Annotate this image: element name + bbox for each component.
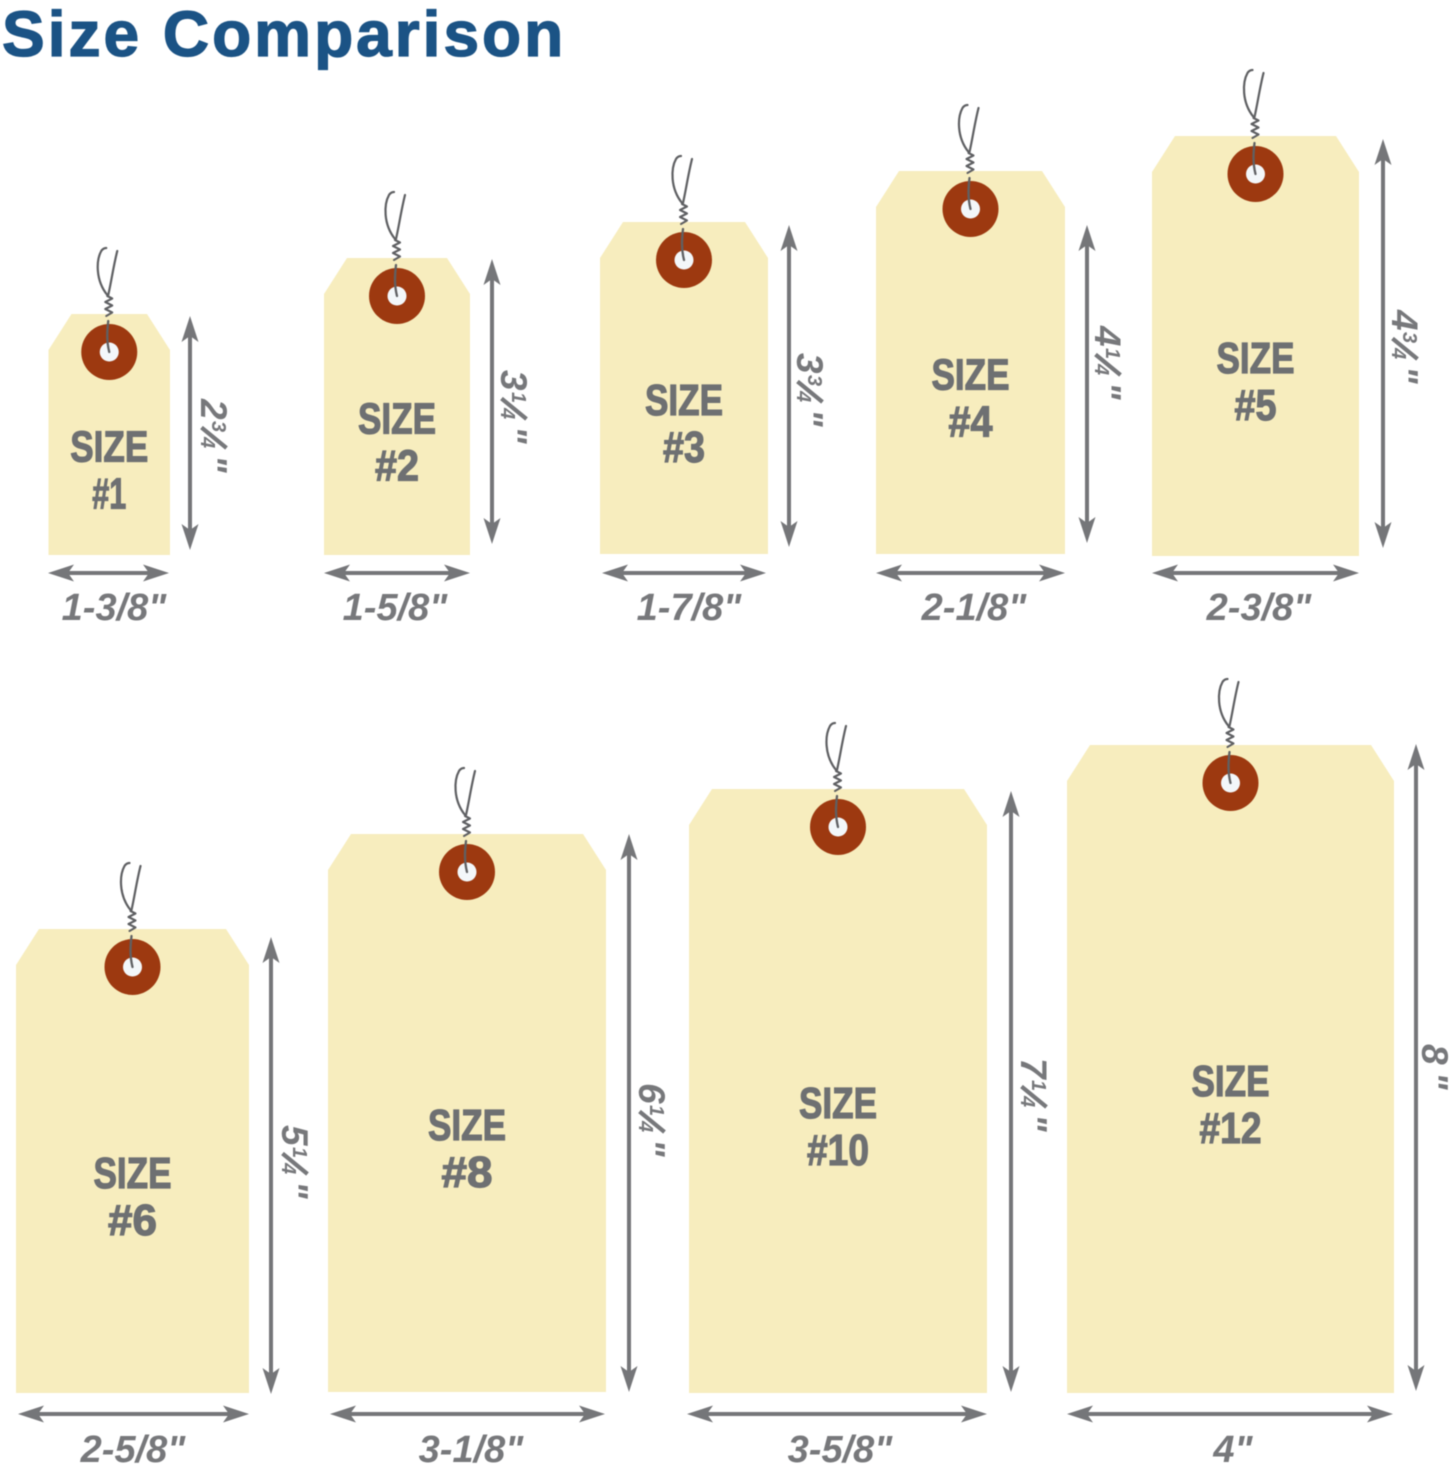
svg-text:#5: #5 bbox=[1235, 381, 1277, 430]
svg-text:SIZE: SIZE bbox=[70, 423, 148, 472]
svg-text:1-5/8": 1-5/8" bbox=[343, 587, 449, 629]
svg-text:3: 3 bbox=[207, 421, 229, 432]
svg-text:5: 5 bbox=[274, 1125, 315, 1147]
svg-text:7: 7 bbox=[1013, 1058, 1054, 1081]
svg-text:SIZE: SIZE bbox=[358, 395, 436, 444]
svg-text:1-3/8": 1-3/8" bbox=[62, 587, 168, 629]
svg-text:SIZE: SIZE bbox=[94, 1149, 172, 1198]
svg-text:3: 3 bbox=[803, 375, 825, 386]
svg-text:": " bbox=[631, 1139, 672, 1157]
svg-text:#2: #2 bbox=[375, 442, 419, 491]
svg-text:2-1/8": 2-1/8" bbox=[921, 587, 1028, 629]
svg-text:SIZE: SIZE bbox=[645, 376, 723, 425]
svg-text:SIZE: SIZE bbox=[1192, 1057, 1270, 1106]
svg-text:": " bbox=[193, 455, 234, 473]
svg-text:1-7/8": 1-7/8" bbox=[637, 587, 743, 629]
svg-text:#10: #10 bbox=[807, 1126, 869, 1175]
svg-text:": " bbox=[1414, 1072, 1455, 1090]
svg-text:4: 4 bbox=[1384, 309, 1425, 331]
svg-text:2-3/8": 2-3/8" bbox=[1206, 587, 1313, 629]
svg-text:": " bbox=[493, 426, 534, 444]
svg-text:3: 3 bbox=[493, 370, 534, 391]
svg-text:4: 4 bbox=[1090, 363, 1112, 375]
svg-text:#3: #3 bbox=[663, 423, 705, 472]
svg-text:2: 2 bbox=[193, 398, 234, 420]
svg-text:4: 4 bbox=[196, 436, 218, 448]
svg-text:4: 4 bbox=[792, 390, 814, 402]
svg-text:1: 1 bbox=[507, 392, 529, 403]
svg-text:6: 6 bbox=[631, 1083, 672, 1104]
svg-text:1: 1 bbox=[288, 1147, 310, 1158]
svg-text:3: 3 bbox=[789, 353, 830, 374]
svg-text:": " bbox=[1013, 1114, 1054, 1132]
svg-text:2-5/8": 2-5/8" bbox=[80, 1429, 187, 1466]
svg-text:SIZE: SIZE bbox=[799, 1079, 877, 1128]
svg-text:SIZE: SIZE bbox=[932, 351, 1010, 400]
svg-text:4: 4 bbox=[634, 1120, 656, 1132]
svg-text:1: 1 bbox=[1101, 348, 1123, 359]
svg-text:4: 4 bbox=[277, 1162, 299, 1174]
svg-text:Size Comparison: Size Comparison bbox=[2, 0, 566, 70]
svg-text:#8: #8 bbox=[442, 1148, 493, 1197]
svg-text:4: 4 bbox=[1016, 1095, 1038, 1107]
svg-text:#1: #1 bbox=[92, 470, 126, 519]
svg-text:3-5/8": 3-5/8" bbox=[788, 1429, 894, 1466]
svg-text:#6: #6 bbox=[108, 1196, 157, 1245]
svg-text:3: 3 bbox=[1398, 332, 1420, 343]
svg-text:4: 4 bbox=[1387, 347, 1409, 359]
svg-text:3-1/8": 3-1/8" bbox=[419, 1429, 525, 1466]
svg-text:": " bbox=[1384, 366, 1425, 384]
svg-text:": " bbox=[789, 409, 830, 427]
svg-text:#12: #12 bbox=[1200, 1104, 1262, 1153]
svg-text:1: 1 bbox=[645, 1105, 667, 1116]
svg-text:#4: #4 bbox=[949, 398, 993, 447]
svg-text:1: 1 bbox=[1027, 1080, 1049, 1091]
svg-text:4": 4" bbox=[1212, 1429, 1253, 1466]
svg-text:SIZE: SIZE bbox=[1217, 334, 1295, 383]
svg-text:": " bbox=[1087, 382, 1128, 400]
svg-text:8: 8 bbox=[1414, 1044, 1455, 1065]
svg-text:SIZE: SIZE bbox=[428, 1101, 506, 1150]
svg-text:4: 4 bbox=[1087, 325, 1128, 347]
svg-text:4: 4 bbox=[496, 407, 518, 419]
svg-text:": " bbox=[274, 1181, 315, 1199]
